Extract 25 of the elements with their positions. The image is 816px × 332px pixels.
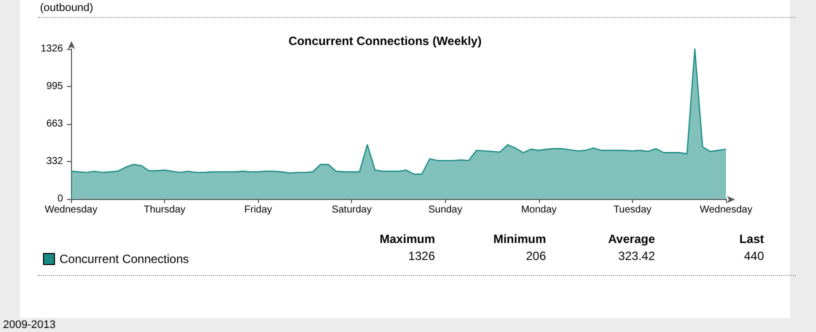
y-tick-label: 0 <box>57 194 64 204</box>
y-tick-label: 1326 <box>40 44 64 54</box>
x-tick-label: Wednesday <box>44 204 98 216</box>
chart-title: Concurrent Connections (Weekly) <box>288 34 482 48</box>
x-tick-label: Friday <box>244 204 272 216</box>
text: 323.42 <box>618 249 656 263</box>
text: (outbound) <box>40 2 94 14</box>
text: Maximum <box>380 232 435 246</box>
text: Minimum <box>493 232 546 246</box>
x-tick-label: Sunday <box>428 204 462 216</box>
legend-label: Concurrent Connections <box>60 252 189 266</box>
x-tick-label: Wednesday <box>700 204 752 216</box>
text: 206 <box>526 249 546 263</box>
y-tick-label: 332 <box>46 156 64 167</box>
x-tick-label: Thursday <box>144 204 186 216</box>
text: Average <box>608 232 656 246</box>
y-tick-label: 995 <box>46 80 64 92</box>
x-tick-label: Monday <box>521 204 557 216</box>
y-tick-label: 663 <box>46 118 64 130</box>
text: 1326 <box>408 249 436 263</box>
text: 2009-2013 <box>3 319 56 331</box>
x-tick-label: Saturday <box>332 204 372 216</box>
text: 440 <box>744 249 764 263</box>
text: Last <box>739 232 764 246</box>
x-tick-label: Tuesday <box>613 204 652 216</box>
